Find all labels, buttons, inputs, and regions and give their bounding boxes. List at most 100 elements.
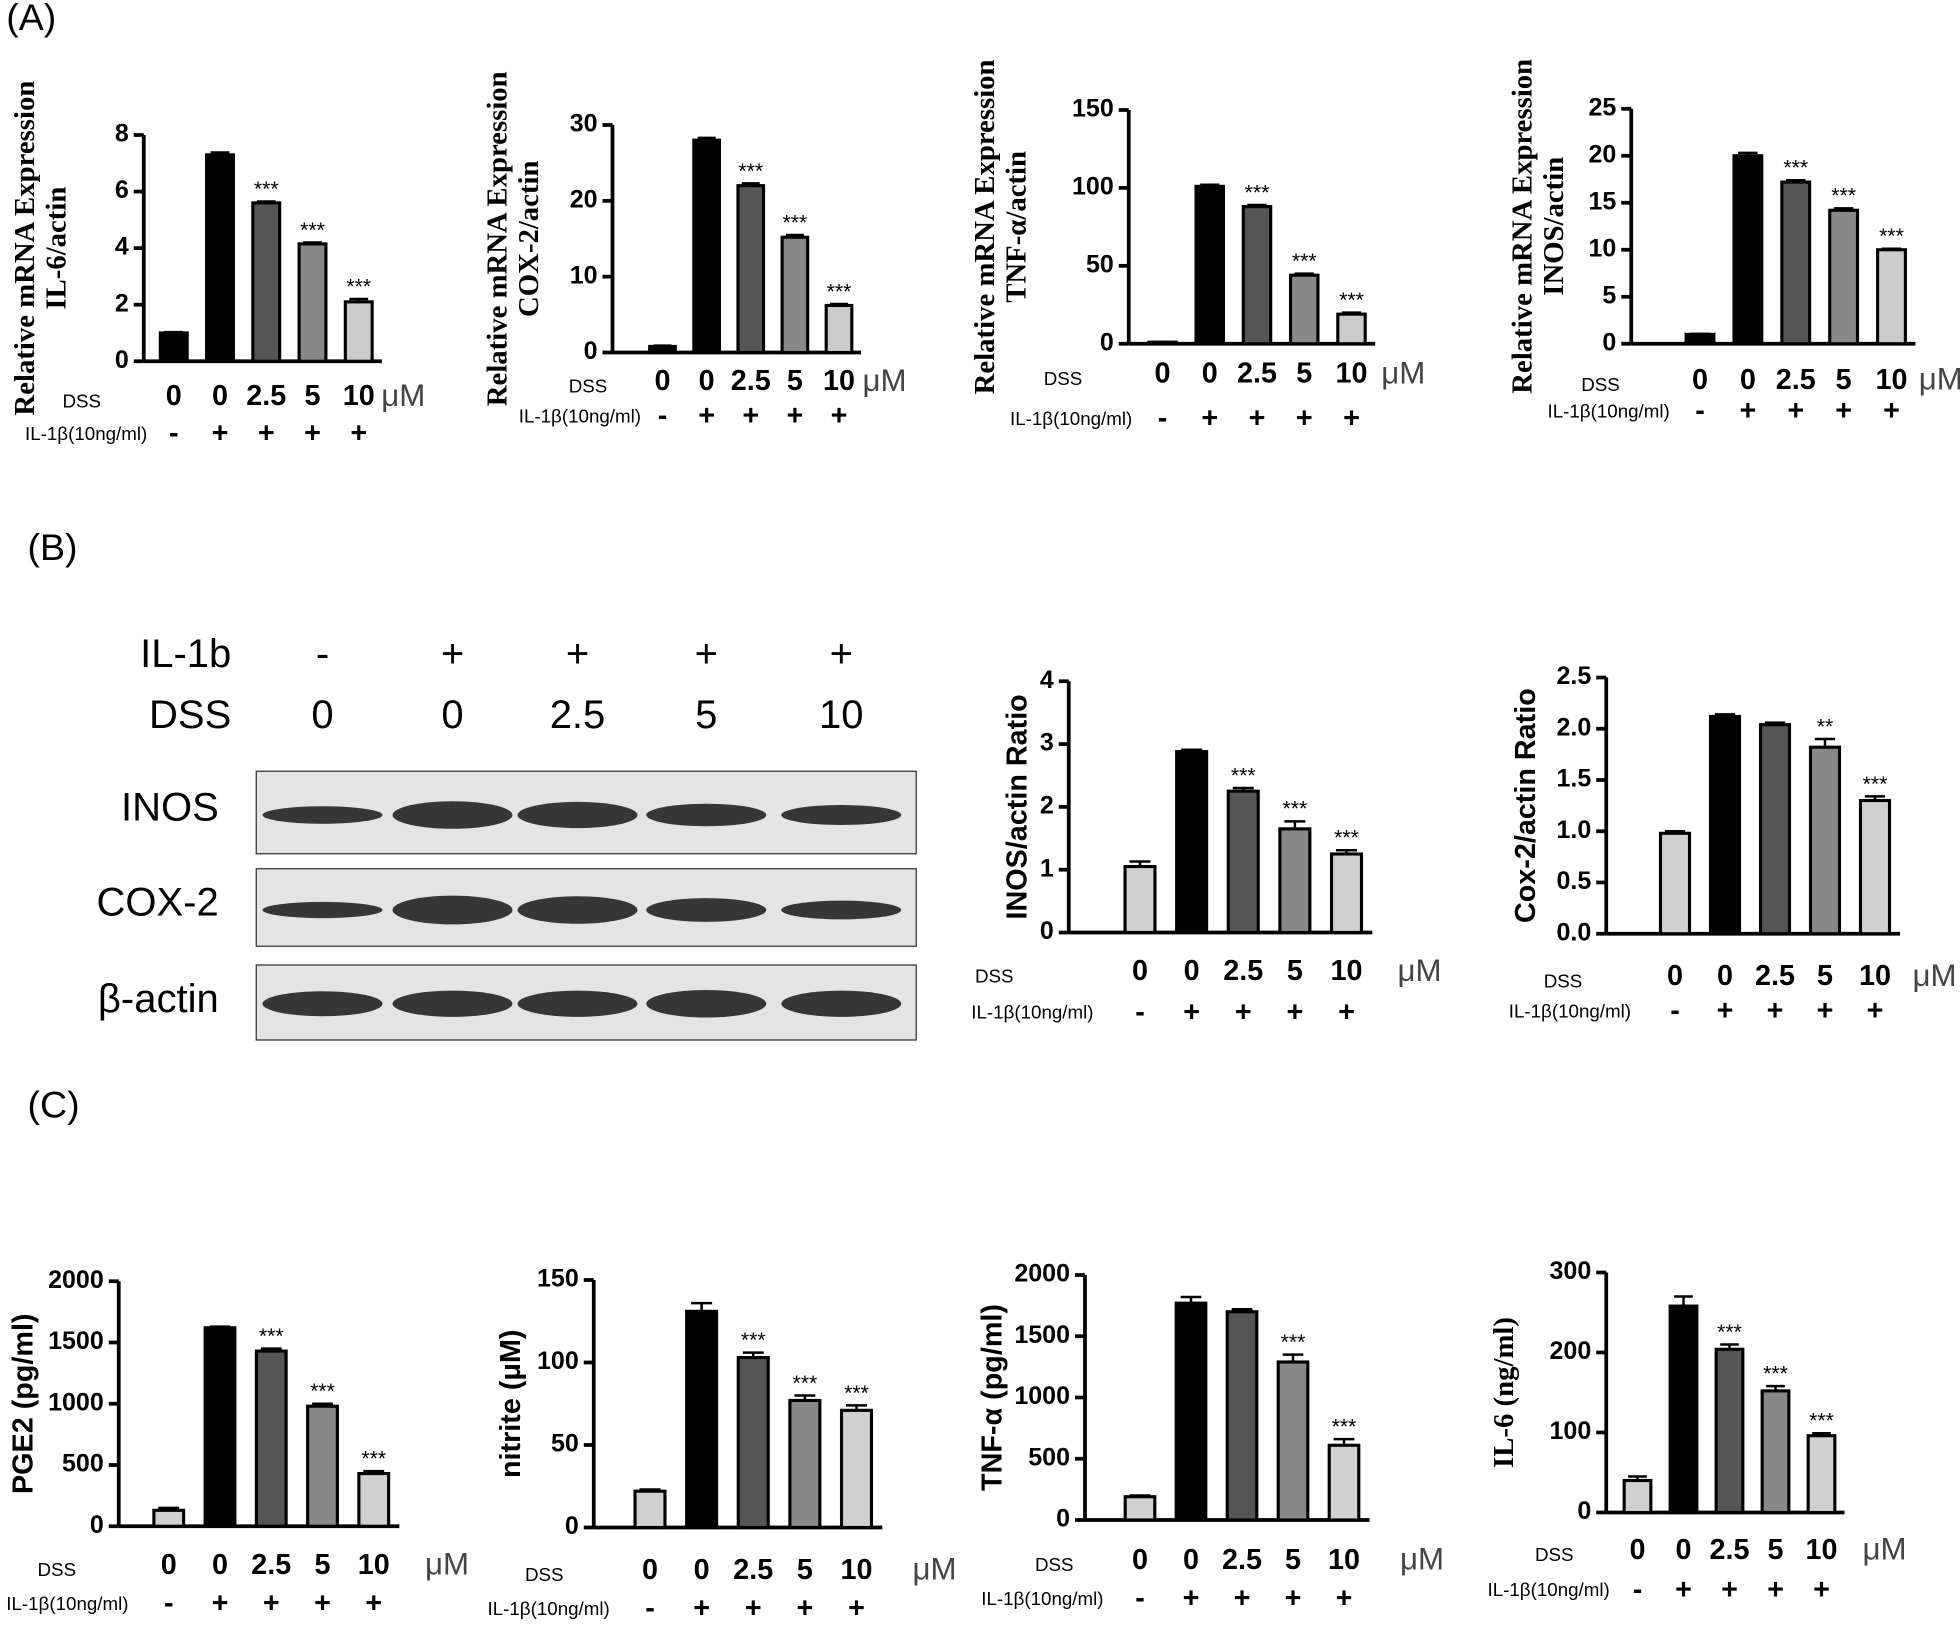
bar bbox=[1241, 205, 1273, 346]
y-axis-label: IL-6/actin bbox=[40, 187, 72, 310]
x-tick-label: 0 bbox=[1630, 1534, 1646, 1566]
treatment-label: IL-1β(10ng/ml) bbox=[1509, 1000, 1631, 1021]
y-tick-label: 25 bbox=[1588, 93, 1616, 121]
treatment-sign: - bbox=[658, 400, 668, 432]
unit-label: μM bbox=[863, 363, 907, 398]
y-tick-label: 30 bbox=[570, 110, 598, 138]
bar bbox=[1732, 154, 1764, 346]
treatment-label: IL-1β(10ng/ml) bbox=[1010, 408, 1132, 429]
treatment-sign: + bbox=[1675, 1574, 1692, 1606]
x-tick-label: 2.5 bbox=[246, 380, 286, 412]
significance-label: *** bbox=[792, 1371, 817, 1395]
treatment-sign: + bbox=[1813, 1574, 1830, 1606]
y-axis-label: INOS/actin Ratio bbox=[1001, 694, 1033, 919]
treatment-sign: - bbox=[169, 418, 179, 450]
x-tick-label: 2.5 bbox=[251, 1549, 291, 1581]
x-tick-label: 5 bbox=[1817, 960, 1833, 992]
bar bbox=[1760, 1389, 1791, 1515]
blot-band bbox=[781, 805, 902, 825]
x-tick-label: 0 bbox=[1155, 358, 1171, 390]
x-tick-label: 0 bbox=[655, 365, 671, 397]
significance-label: *** bbox=[361, 1446, 386, 1470]
bar bbox=[633, 1489, 667, 1530]
treatment-sign: + bbox=[1343, 403, 1360, 435]
y-tick-label: 2000 bbox=[48, 1266, 104, 1294]
row-label: DSS bbox=[1035, 1554, 1074, 1575]
significance-label: *** bbox=[1717, 1320, 1742, 1344]
treatment-sign: + bbox=[1883, 395, 1900, 427]
bar bbox=[1780, 180, 1812, 346]
x-tick-label: 2.5 bbox=[731, 365, 771, 397]
blot-treatment-label: IL-1b bbox=[140, 632, 231, 676]
bar bbox=[839, 1408, 874, 1530]
treatment-sign: + bbox=[258, 418, 275, 450]
y-tick-label: 2 bbox=[115, 289, 129, 317]
significance-label: *** bbox=[1334, 826, 1359, 850]
y-axis-label: nitrite (μM) bbox=[495, 1329, 527, 1478]
significance-label: *** bbox=[738, 159, 763, 183]
blot-band bbox=[781, 900, 902, 920]
y-axis-label: IL-6 (ng/ml) bbox=[1488, 1317, 1520, 1468]
bar bbox=[1758, 723, 1792, 936]
y-tick-label: 15 bbox=[1588, 187, 1616, 215]
significance-label: ** bbox=[1817, 714, 1834, 738]
y-tick-label: 6 bbox=[115, 176, 129, 204]
treatment-sign: + bbox=[212, 418, 229, 450]
bar bbox=[1194, 184, 1226, 346]
bar bbox=[1808, 745, 1842, 936]
x-tick-label: 2.5 bbox=[1222, 1544, 1262, 1576]
bar bbox=[1147, 340, 1178, 346]
bar bbox=[1123, 864, 1157, 935]
x-tick-label: 5 bbox=[797, 1554, 813, 1586]
bar bbox=[1276, 1360, 1310, 1522]
x-tick-label: 10 bbox=[1806, 1534, 1838, 1566]
treatment-label: IL-1β(10ng/ml) bbox=[1548, 400, 1670, 421]
y-tick-label: 8 bbox=[115, 120, 129, 148]
y-tick-label: 100 bbox=[1550, 1417, 1592, 1445]
blot-treatment: + bbox=[566, 632, 589, 676]
significance-label: *** bbox=[1763, 1361, 1788, 1385]
x-tick-label: 2.5 bbox=[1710, 1534, 1750, 1566]
y-tick-label: 2.0 bbox=[1556, 713, 1591, 741]
bar bbox=[1123, 1495, 1157, 1522]
bar bbox=[205, 153, 235, 363]
blot-band bbox=[517, 896, 638, 924]
blot-band bbox=[781, 990, 902, 1017]
bar bbox=[736, 1355, 770, 1530]
treatment-sign: + bbox=[1201, 403, 1218, 435]
bar bbox=[1658, 831, 1692, 936]
x-tick-label: 5 bbox=[1296, 358, 1312, 390]
x-tick-label: 0 bbox=[1183, 1544, 1199, 1576]
panel-label: (B) bbox=[28, 526, 78, 568]
unit-label: μM bbox=[913, 1552, 957, 1587]
y-tick-label: 5 bbox=[1602, 281, 1616, 309]
x-tick-label: 0 bbox=[1667, 960, 1683, 992]
bar bbox=[1622, 1478, 1653, 1515]
unit-label: μM bbox=[381, 378, 425, 413]
treatment-sign: + bbox=[212, 1588, 229, 1620]
row-label: DSS bbox=[525, 1564, 564, 1585]
bar bbox=[692, 138, 721, 355]
x-tick-label: 5 bbox=[1768, 1534, 1784, 1566]
treatment-sign: + bbox=[1835, 395, 1852, 427]
x-tick-label: 5 bbox=[315, 1549, 331, 1581]
y-tick-label: 1000 bbox=[1014, 1382, 1070, 1410]
row-label: DSS bbox=[63, 390, 102, 411]
y-axis-label: Relative mRNA Expression bbox=[9, 81, 41, 416]
bar bbox=[1278, 827, 1312, 935]
treatment-label: IL-1β(10ng/ml) bbox=[519, 405, 641, 426]
x-tick-label: 0 bbox=[166, 380, 182, 412]
bar bbox=[1684, 332, 1716, 346]
y-tick-label: 200 bbox=[1550, 1337, 1592, 1365]
treatment-sign: - bbox=[1158, 403, 1168, 435]
treatment-sign: + bbox=[1867, 995, 1884, 1027]
blot-band bbox=[646, 990, 767, 1018]
row-label: DSS bbox=[1535, 1544, 1574, 1565]
significance-label: *** bbox=[300, 218, 325, 242]
x-tick-label: 10 bbox=[1859, 960, 1891, 992]
x-tick-label: 0 bbox=[642, 1554, 658, 1586]
significance-label: *** bbox=[310, 1379, 335, 1403]
x-tick-label: 0 bbox=[161, 1549, 177, 1581]
treatment-label: IL-1β(10ng/ml) bbox=[488, 1598, 610, 1619]
